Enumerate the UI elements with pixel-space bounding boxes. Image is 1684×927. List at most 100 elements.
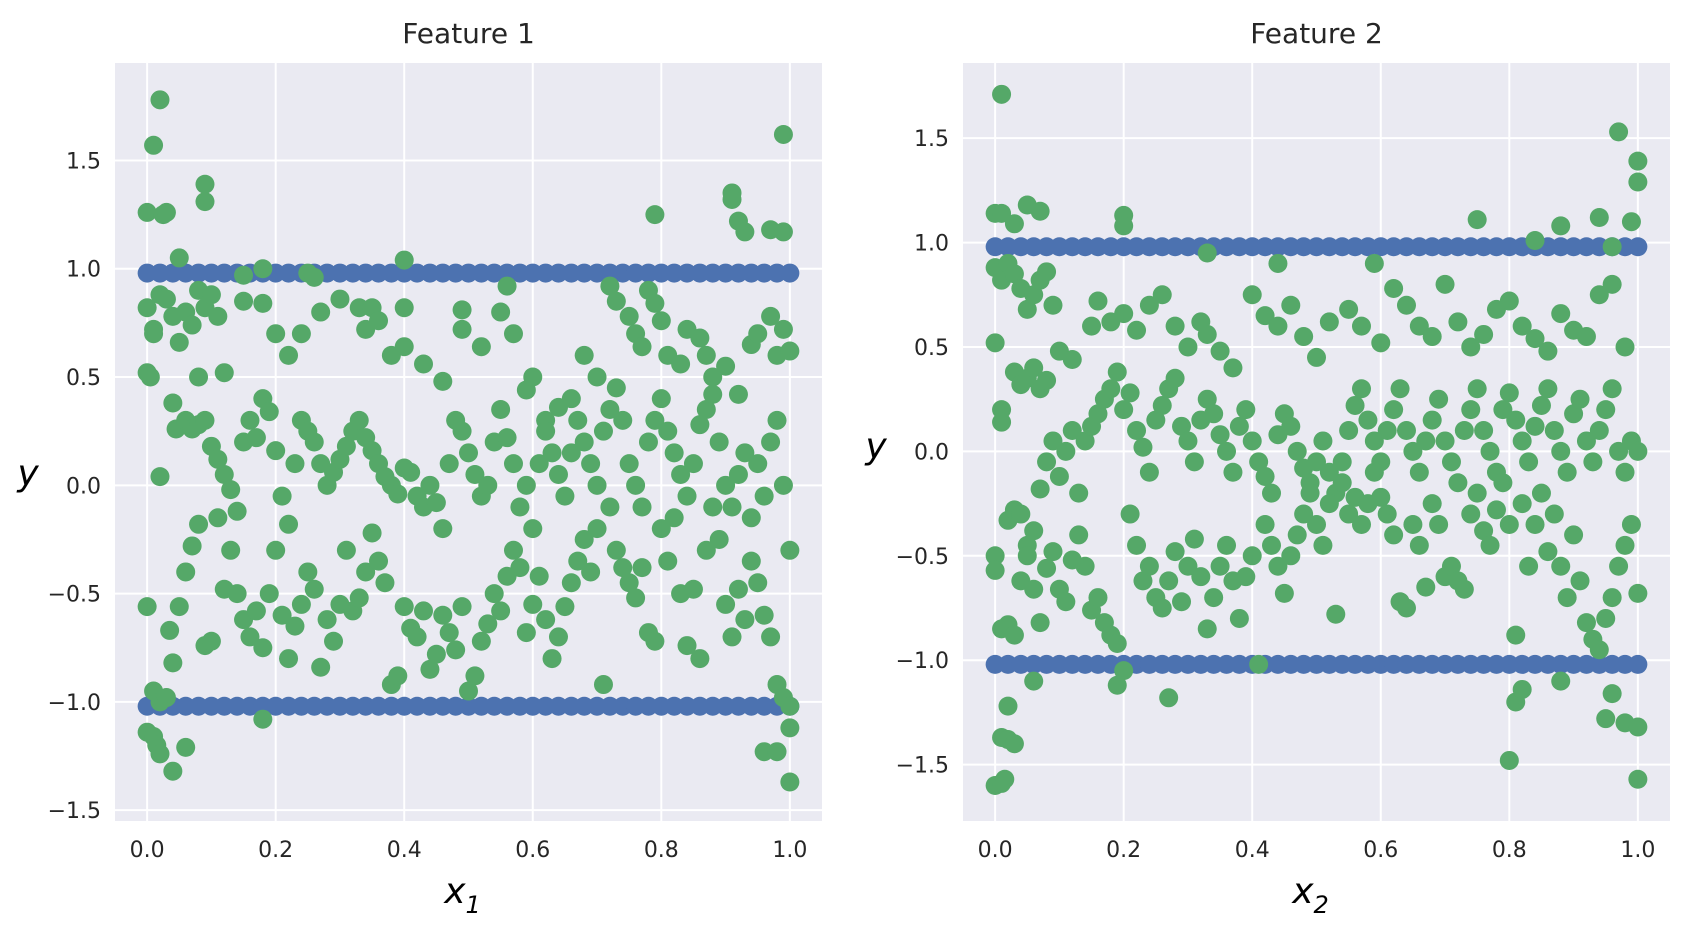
noise-point (1043, 295, 1063, 315)
noise-point (548, 464, 568, 484)
binary-point (1628, 654, 1648, 674)
noise-point (1364, 462, 1384, 482)
noise-point (266, 441, 286, 461)
x-tick-label: 0.6 (1363, 838, 1398, 863)
noise-point (1531, 395, 1551, 415)
noise-point (388, 484, 408, 504)
noise-point (780, 718, 800, 738)
noise-point (240, 627, 260, 647)
noise-point (536, 610, 556, 630)
noise-point (369, 551, 389, 571)
noise-point (606, 378, 626, 398)
noise-point (349, 410, 369, 430)
x-axis-label: x1 (443, 871, 481, 919)
noise-point (1358, 410, 1378, 430)
noise-point (1409, 462, 1429, 482)
noise-point (272, 486, 292, 506)
noise-point (375, 573, 395, 593)
noise-point (1544, 504, 1564, 524)
x-tick-label: 0.4 (387, 838, 422, 863)
noise-point (995, 769, 1015, 789)
noise-point (189, 514, 209, 534)
x-axis-label-subscript: 2 (1314, 891, 1329, 919)
y-tick-label: −1.5 (48, 799, 101, 824)
noise-point (137, 597, 157, 617)
noise-point (1210, 425, 1230, 445)
noise-point (1004, 734, 1024, 754)
noise-point (992, 203, 1012, 223)
noise-point (683, 454, 703, 474)
noise-point (208, 449, 228, 469)
noise-point (156, 688, 176, 708)
noise-point (1152, 395, 1172, 415)
noise-point (773, 319, 793, 339)
noise-point (1274, 583, 1294, 603)
noise-point (555, 486, 575, 506)
noise-point (1139, 462, 1159, 482)
noise-point (1474, 421, 1494, 441)
noise-point (1454, 421, 1474, 441)
noise-point (1313, 535, 1333, 555)
noise-point (1159, 571, 1179, 591)
noise-point (459, 443, 478, 463)
noise-point (1467, 483, 1487, 503)
noise-point (1024, 521, 1044, 541)
noise-point (1236, 400, 1256, 420)
noise-point (1364, 253, 1384, 273)
y-tick-label: 1.5 (914, 127, 949, 152)
noise-point (1609, 122, 1629, 142)
noise-point (1197, 243, 1217, 263)
noise-point (1602, 379, 1622, 399)
noise-point (716, 356, 736, 376)
x-axis-label-main: x (1291, 871, 1314, 912)
noise-point (1165, 542, 1185, 562)
noise-point (1377, 421, 1397, 441)
noise-point (587, 367, 607, 387)
noise-point (1409, 316, 1429, 336)
noise-point (407, 627, 427, 647)
noise-point (1172, 592, 1192, 612)
noise-point (433, 519, 453, 539)
noise-point (1525, 329, 1545, 349)
noise-point (1454, 579, 1474, 599)
noise-point (1493, 473, 1513, 493)
y-tick-label: 0.0 (914, 440, 949, 465)
y-tick-label: −0.5 (48, 583, 101, 608)
noise-point (1024, 579, 1044, 599)
noise-point (561, 443, 581, 463)
noise-point (600, 400, 620, 420)
noise-point (1313, 431, 1333, 451)
noise-point (735, 222, 755, 242)
noise-point (1294, 327, 1314, 347)
chart-title: Feature 1 (402, 17, 535, 50)
noise-point (619, 573, 639, 593)
noise-point (1422, 494, 1442, 514)
noise-point (253, 293, 273, 313)
noise-point (1326, 604, 1346, 624)
noise-point (1396, 295, 1416, 315)
noise-point (1037, 262, 1057, 282)
noise-point (246, 428, 266, 448)
noise-point (664, 443, 684, 463)
noise-point (426, 644, 446, 664)
noise-point (1146, 410, 1166, 430)
noise-point (761, 627, 781, 647)
noise-point (1204, 404, 1224, 424)
noise-point (1075, 556, 1095, 576)
noise-point (1037, 452, 1057, 472)
noise-point (140, 367, 160, 387)
noise-point (304, 579, 324, 599)
noise-point (1127, 320, 1147, 340)
noise-point (1384, 279, 1404, 299)
noise-point (1596, 709, 1616, 729)
noise-point (266, 540, 286, 560)
noise-point (1114, 216, 1134, 236)
noise-point (330, 289, 350, 309)
noise-point (1088, 291, 1108, 311)
noise-point (568, 551, 588, 571)
noise-point (1294, 504, 1314, 524)
noise-point (529, 454, 549, 474)
x-tick-label: 0.4 (1235, 838, 1270, 863)
noise-point (471, 337, 491, 357)
noise-point (1152, 285, 1172, 305)
